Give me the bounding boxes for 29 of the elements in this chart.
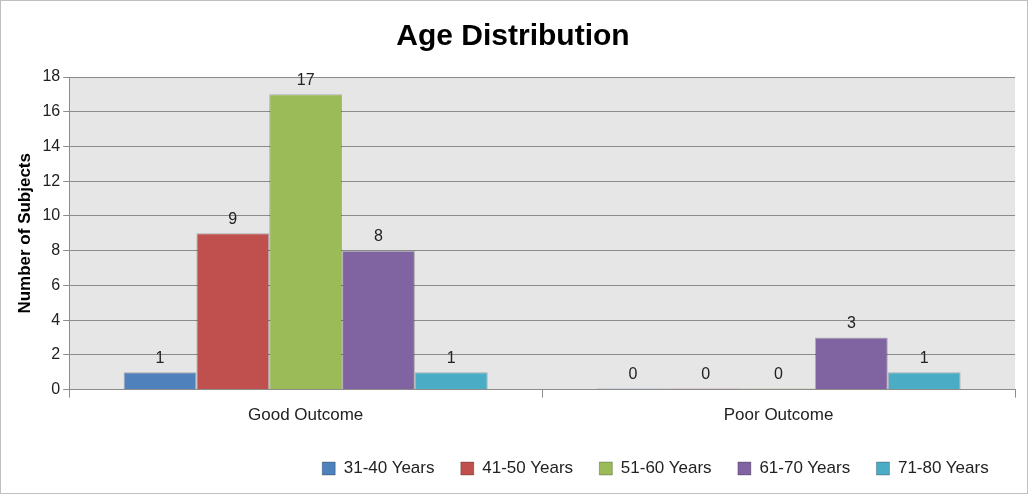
x-tick-label: Poor Outcome [723,405,834,425]
data-label: 0 [628,365,638,383]
data-label: 1 [155,348,165,366]
data-label: 1 [919,348,929,366]
data-label: 0 [774,365,784,383]
data-label: 1 [446,348,456,366]
data-label: 9 [228,209,238,227]
y-tick-label: 6 [51,275,61,293]
y-axis-title: Number of Subjects [14,153,34,314]
legend-label: 41-50 Years [482,458,574,478]
data-label: 0 [701,365,711,383]
y-tick-label: 10 [42,206,61,224]
y-tick-label: 16 [42,102,61,120]
y-tick-label: 2 [51,345,61,363]
chart-title: Age Distribution [396,18,630,52]
data-label: 8 [374,227,384,245]
legend-label: 61-70 Years [759,458,851,478]
legend-label: 31-40 Years [343,458,435,478]
legend-label: 71-80 Years [897,458,989,478]
y-tick-label: 14 [42,136,61,154]
data-label: 17 [296,70,315,88]
y-tick-label: 0 [51,380,61,398]
y-tick-label: 4 [51,310,61,328]
legend-label: 51-60 Years [620,458,712,478]
y-tick-label: 12 [42,171,61,189]
y-tick-label: 18 [42,67,61,85]
y-tick-label: 8 [51,241,61,259]
x-tick-label: Good Outcome [248,405,364,425]
data-label: 3 [846,313,856,331]
